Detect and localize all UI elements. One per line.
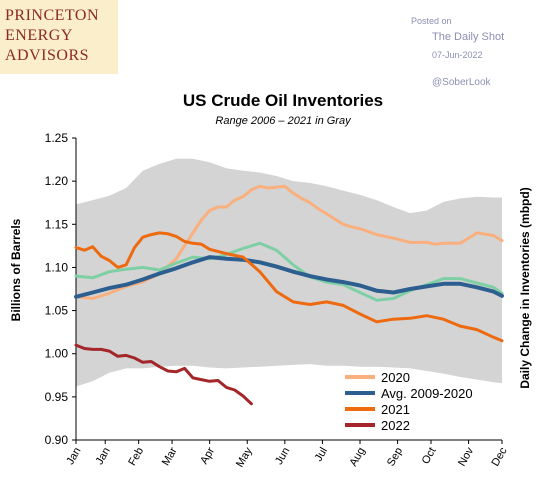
x-tick-label: Aug: [347, 446, 367, 469]
y-tick-label: 1.00: [45, 347, 69, 361]
logo-line-2: ENERGY: [5, 27, 73, 44]
source-name: The Daily Shot: [432, 31, 505, 43]
chart-title: US Crude Oil Inventories: [183, 91, 383, 110]
x-tick-label: Sep: [385, 446, 405, 469]
series-layer: [74, 184, 504, 406]
series-line-2022: [74, 343, 253, 406]
x-tick-label: Jan: [64, 446, 83, 467]
x-tick-label: Mar: [160, 445, 180, 468]
range-band-layer: [76, 158, 502, 387]
logo-line-3: ADVISORS: [5, 47, 90, 64]
y-tick-label: 0.95: [45, 390, 69, 404]
x-tick-label: Jun: [273, 446, 292, 467]
chart-subtitle: Range 2006 – 2021 in Gray: [215, 115, 352, 127]
y-axis-label: Billions of Barrels: [9, 218, 23, 321]
legend-label: 2020: [381, 370, 410, 385]
x-tick-label: Nov: [456, 445, 476, 468]
x-tick-label: Apr: [198, 445, 217, 466]
y-tick-label: 0.90: [45, 433, 69, 447]
series-line-2020: [74, 184, 504, 300]
x-tick-label: Jul: [313, 446, 330, 464]
posted-on-label: Posted on: [411, 16, 452, 26]
logo-line-1: PRINCETON: [5, 7, 99, 24]
axes: 0.90 0.95 1.00 1.05 1.10 1.15 1.20 1.25 Jan Jan Fe…: [45, 131, 510, 469]
y-tick-label: 1.25: [45, 131, 69, 145]
series-line-2021: [74, 231, 504, 343]
y-tick-label: 1.05: [45, 304, 69, 318]
x-tick-label: Dec: [489, 445, 509, 468]
legend-label: 2022: [381, 418, 410, 433]
legend-label: 2021: [381, 402, 410, 417]
legend-label: Avg. 2009-2020: [381, 386, 473, 401]
x-tick-label: May: [234, 445, 255, 469]
x-tick-label: Feb: [126, 446, 146, 468]
brand-logo: PRINCETON ENERGY ADVISORS: [0, 0, 118, 74]
x-tick-label: Oct: [420, 446, 439, 467]
y-tick-label: 1.10: [45, 260, 69, 274]
series-line-unlabeled: [74, 241, 504, 302]
x-tick-label: Jan: [94, 446, 113, 467]
range-2006-2021-band: [76, 158, 502, 387]
y-tick-label: 1.15: [45, 217, 69, 231]
author-handle: @SoberLook: [432, 77, 491, 88]
post-date: 07-Jun-2022: [432, 50, 483, 60]
y-tick-label: 1.20: [45, 174, 69, 188]
secondary-y-axis-label: Daily Change in Inventories (mbpd): [518, 187, 532, 388]
series-line-avg-2009-2020: [74, 255, 504, 299]
